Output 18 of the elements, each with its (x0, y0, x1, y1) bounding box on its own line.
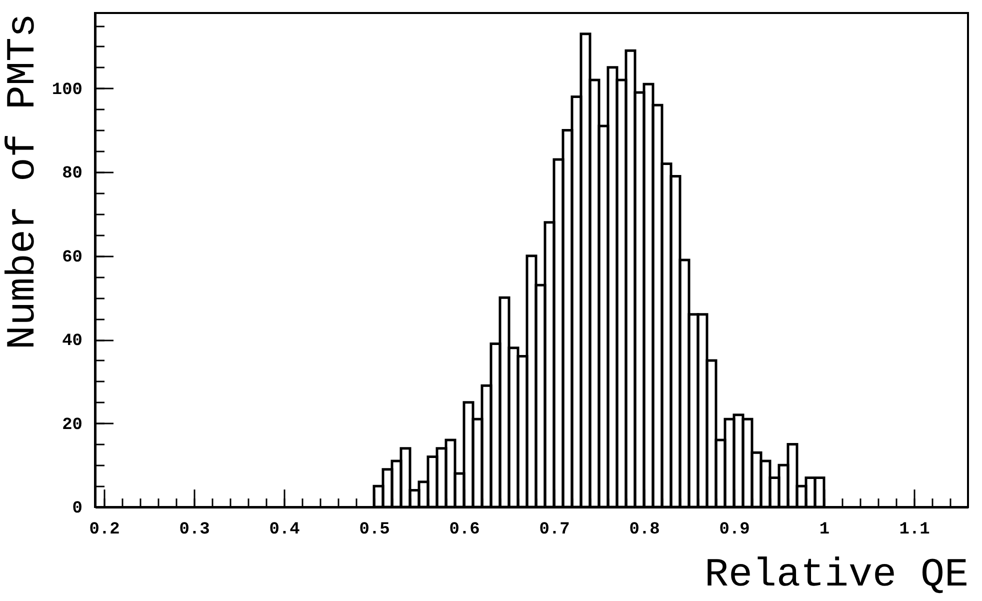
x-tick-label: 0.3 (179, 520, 210, 540)
y-tick-label: 20 (62, 416, 82, 435)
y-tick-label: 40 (62, 332, 82, 352)
x-tick-label: 0.4 (269, 520, 300, 540)
x-tick-label: 0.7 (539, 520, 570, 540)
y-axis-title: Number of PMTs (2, 14, 46, 350)
x-tick-label: 1 (819, 520, 830, 540)
y-tick-label: 0 (72, 500, 82, 518)
x-tick-label: 0.5 (359, 520, 390, 540)
y-tick-label: 60 (62, 248, 82, 268)
x-tick-label: 0.9 (719, 520, 750, 540)
x-tick-label: 1.1 (899, 520, 930, 540)
x-tick-label: 0.8 (629, 520, 660, 540)
x-tick-label: 0.6 (449, 520, 480, 540)
x-tick-label: 0.2 (89, 520, 120, 540)
y-tick-label: 100 (52, 80, 82, 100)
y-tick-label: 80 (62, 164, 82, 184)
x-axis-title: Relative QE (704, 554, 968, 598)
